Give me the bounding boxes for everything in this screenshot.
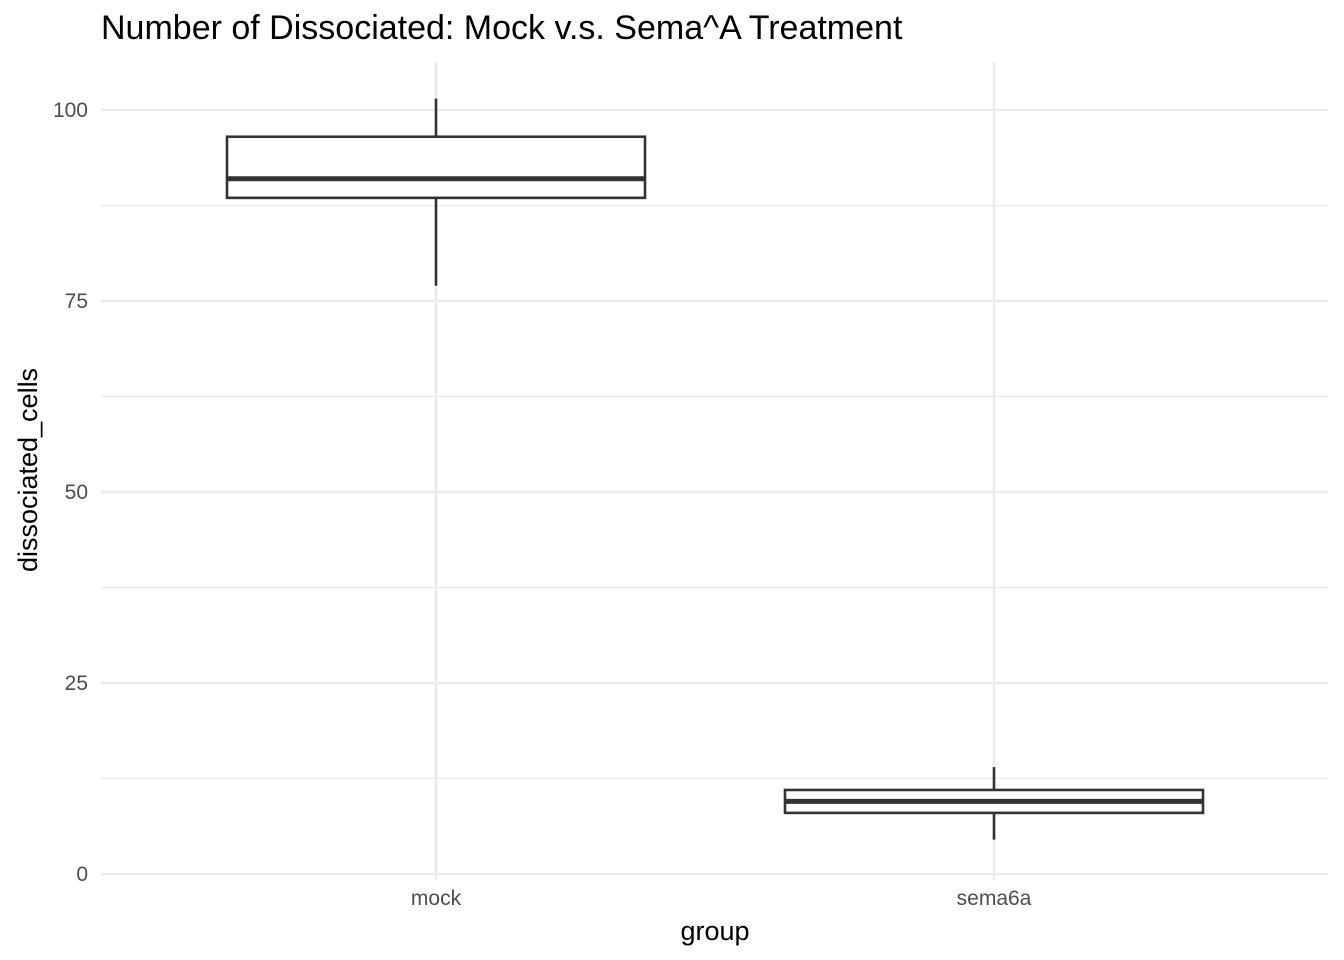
grid-lines (101, 62, 1328, 880)
y-axis-title: dissociated_cells (13, 368, 43, 572)
x-tick-label-sema6a: sema6a (957, 887, 1032, 910)
box-layer (225, 98, 1205, 840)
y-tick-label-3: 75 (65, 290, 88, 313)
y-tick-label-4: 100 (53, 99, 88, 122)
y-tick-label-0: 0 (76, 863, 88, 886)
iqr-box-mock (225, 135, 647, 200)
box-sema6a (783, 767, 1205, 840)
x-axis-title: group (680, 916, 749, 946)
y-tick-label-2: 50 (65, 481, 88, 504)
x-tick-label-mock: mock (411, 887, 462, 910)
box-mock (225, 98, 647, 286)
chart-title: Number of Dissociated: Mock v.s. Sema^A … (101, 9, 903, 47)
y-tick-label-1: 25 (65, 672, 88, 695)
x-axis: mock sema6a (411, 887, 1032, 910)
y-axis: 0 25 50 75 100 (53, 99, 88, 886)
